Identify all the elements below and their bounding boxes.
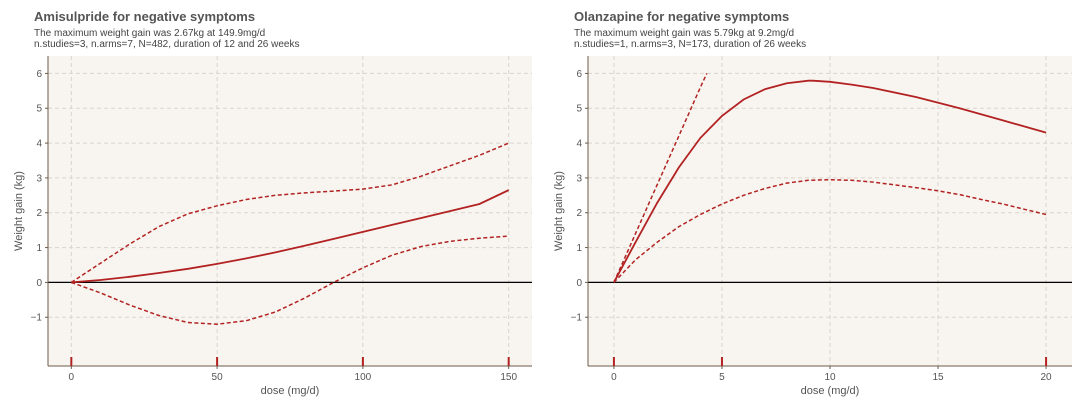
plot-background xyxy=(48,56,532,366)
olanzapine-panel: Olanzapine for negative symptoms The max… xyxy=(540,0,1080,403)
x-axis-title: dose (mg/d) xyxy=(801,385,860,397)
x-axis-title: dose (mg/d) xyxy=(261,385,320,397)
x-tick-label: 10 xyxy=(824,372,836,383)
subtitle-line-2: n.studies=1, n.arms=3, N=173, duration o… xyxy=(574,39,807,50)
x-tick-label: 0 xyxy=(611,372,617,383)
lower-ci-line xyxy=(613,178,1047,283)
subtitle-line-1: The maximum weight gain was 2.67kg at 14… xyxy=(34,28,266,39)
x-tick-label: 0 xyxy=(69,372,75,383)
y-tick-label: −1 xyxy=(31,313,43,324)
y-tick-label: 2 xyxy=(576,208,582,219)
y-tick-label: 5 xyxy=(576,104,582,115)
x-tick-label: 50 xyxy=(212,372,224,383)
y-tick-label: 6 xyxy=(576,69,582,80)
y-tick-label: −1 xyxy=(571,313,583,324)
y-tick-label: 1 xyxy=(36,243,42,254)
chart-title: Amisulpride for negative symptoms xyxy=(34,9,256,24)
y-tick-label: 4 xyxy=(576,139,582,150)
chart-title: Olanzapine for negative symptoms xyxy=(574,9,790,24)
y-tick-label: 4 xyxy=(36,139,42,150)
upper-ci-line xyxy=(613,73,708,283)
x-tick-label: 150 xyxy=(500,372,517,383)
y-tick-label: 1 xyxy=(576,243,582,254)
y-tick-label: 0 xyxy=(576,278,582,289)
y-tick-label: 5 xyxy=(36,104,42,115)
y-tick-label: 3 xyxy=(576,173,582,184)
chart-subtitle: The maximum weight gain was 5.79kg at 9.… xyxy=(574,28,806,50)
x-tick-label: 5 xyxy=(719,372,725,383)
x-tick-label: 15 xyxy=(932,372,944,383)
subtitle-line-1: The maximum weight gain was 5.79kg at 9.… xyxy=(574,28,795,39)
x-tick-label: 100 xyxy=(355,372,372,383)
y-tick-label: 6 xyxy=(36,69,42,80)
upper-ci-line xyxy=(70,142,509,284)
lower-ci-line xyxy=(71,235,509,325)
olanzapine-chart: −1 0 1 2 3 4 5 6 0 5 10 15 20 dose (mg/d) Weight gain … xyxy=(553,56,1072,397)
estimate-line xyxy=(613,79,1047,283)
subtitle-line-2: n.studies=3, n.arms=7, N=482, duration o… xyxy=(34,39,300,50)
y-axis-title: Weight gain (kg) xyxy=(13,171,25,251)
chart-subtitle: The maximum weight gain was 2.67kg at 14… xyxy=(34,28,299,50)
y-tick-label: 2 xyxy=(36,208,42,219)
y-axis-title: Weight gain (kg) xyxy=(553,171,565,251)
y-tick-label: 3 xyxy=(36,173,42,184)
amisulpride-panel: Amisulpride for negative symptoms The ma… xyxy=(13,9,532,397)
amisulpride-chart: −1 0 1 2 3 4 5 6 0 50 100 150 dose (mg/d) Weight gain… xyxy=(13,56,532,397)
estimate-line xyxy=(71,189,510,284)
y-tick-label: 0 xyxy=(36,278,42,289)
x-tick-label: 20 xyxy=(1041,372,1053,383)
